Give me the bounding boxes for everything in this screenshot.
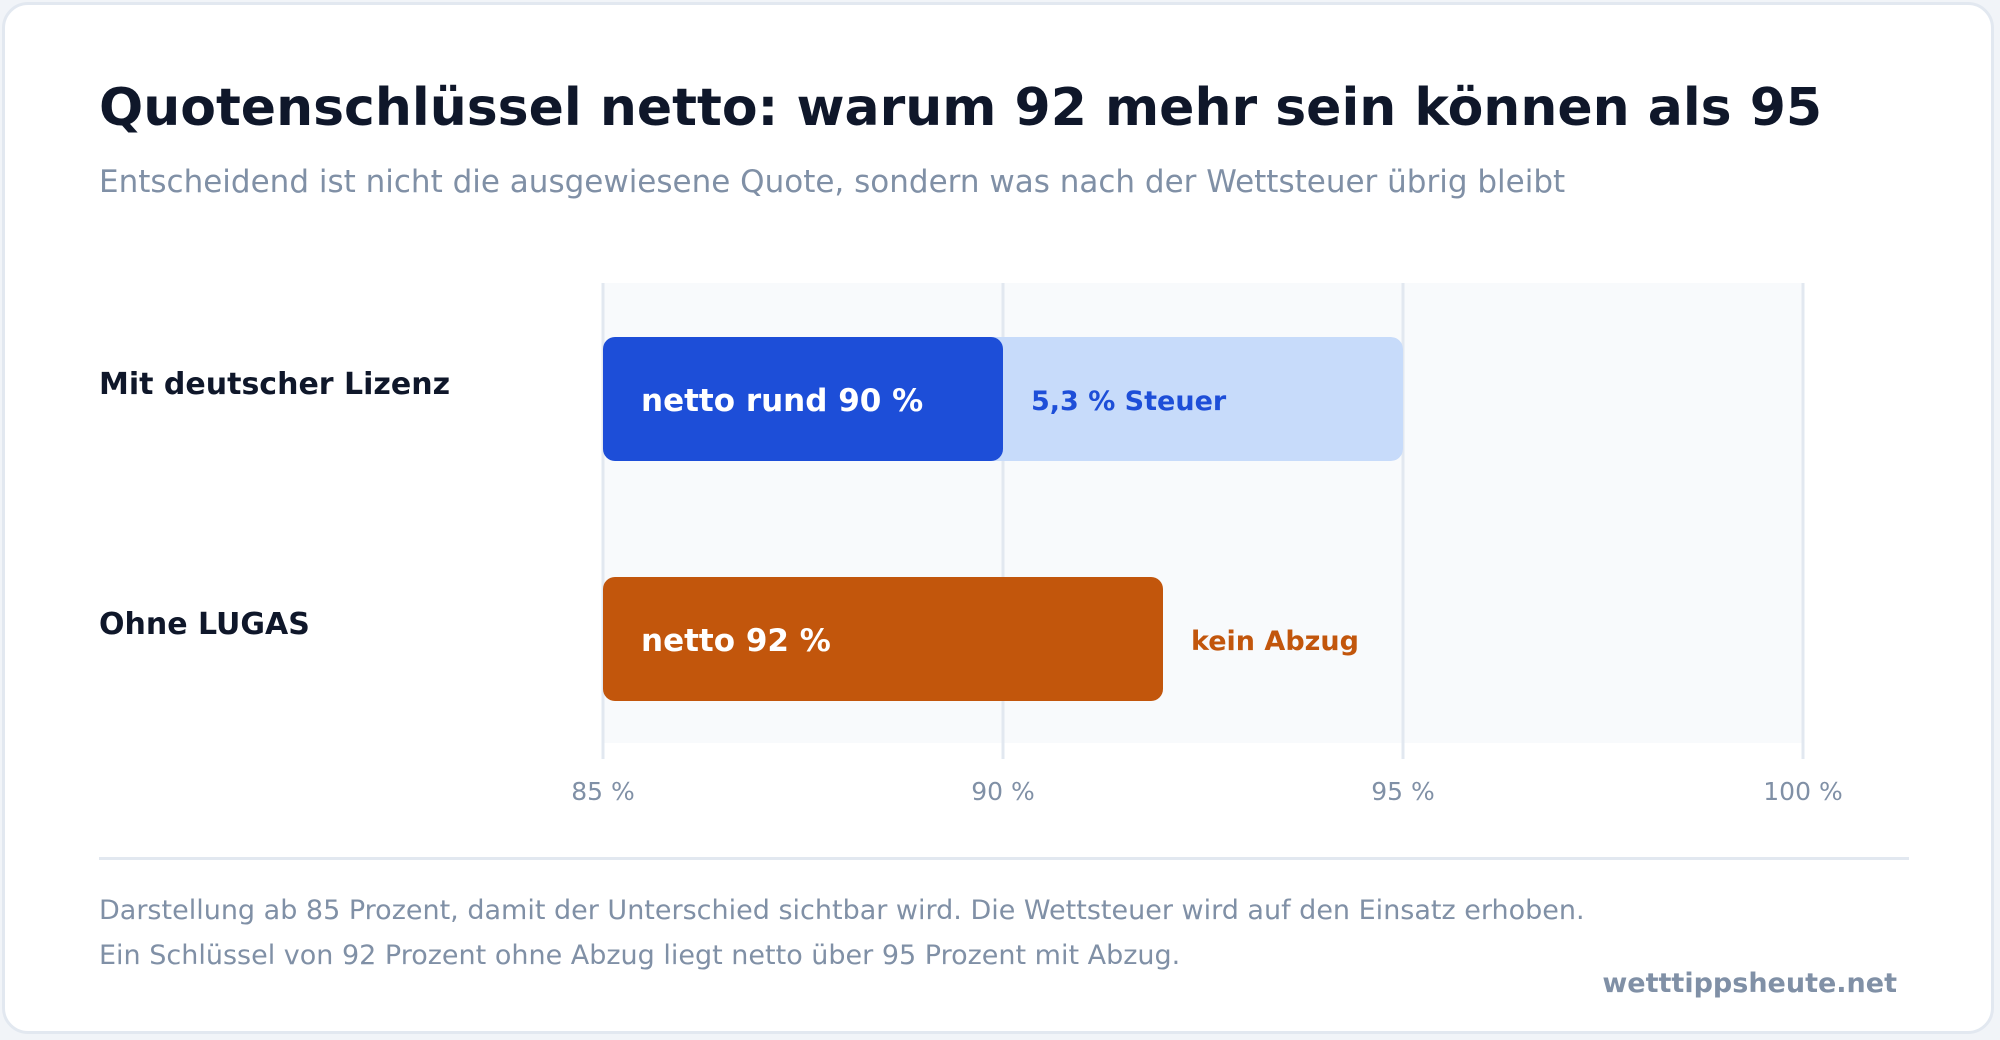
row-label-mit-deutscher-lizenz: Mit deutscher Lizenz	[99, 367, 451, 402]
tick-label-3: 100 %	[1763, 777, 1842, 806]
bar-segment-0-0	[603, 337, 1003, 461]
footer-note-line-1: Darstellung ab 85 Prozent, damit der Unt…	[99, 895, 1585, 926]
bar-label-0-1: 5,3 % Steuer	[1031, 386, 1227, 417]
bar-annotation-1: kein Abzug	[1191, 626, 1359, 657]
chart-title: Quotenschlüssel netto: warum 92 mehr sei…	[99, 78, 1823, 138]
tick-label-0: 85 %	[571, 777, 635, 806]
bar-segment-1-0	[603, 577, 1163, 701]
bar-segment-0-1	[979, 337, 1403, 461]
tick-label-1: 90 %	[971, 777, 1035, 806]
bar-label-0-0: netto rund 90 %	[641, 383, 923, 419]
source-credit: wetttippsheute.net	[1602, 968, 1897, 999]
chart-subtitle: Entscheidend ist nicht die ausgewiesene …	[99, 164, 1566, 200]
tick-label-2: 95 %	[1371, 777, 1435, 806]
footer-note-line-2: Ein Schlüssel von 92 Prozent ohne Abzug …	[99, 940, 1181, 971]
bar-chart: netto rund 90 % 5,3 % Steuer netto 92 % kei…	[571, 283, 1843, 806]
bar-label-1-0: netto 92 %	[641, 623, 831, 659]
footer-divider	[99, 857, 1909, 860]
row-label-ohne-lugas: Ohne LUGAS	[99, 607, 310, 642]
